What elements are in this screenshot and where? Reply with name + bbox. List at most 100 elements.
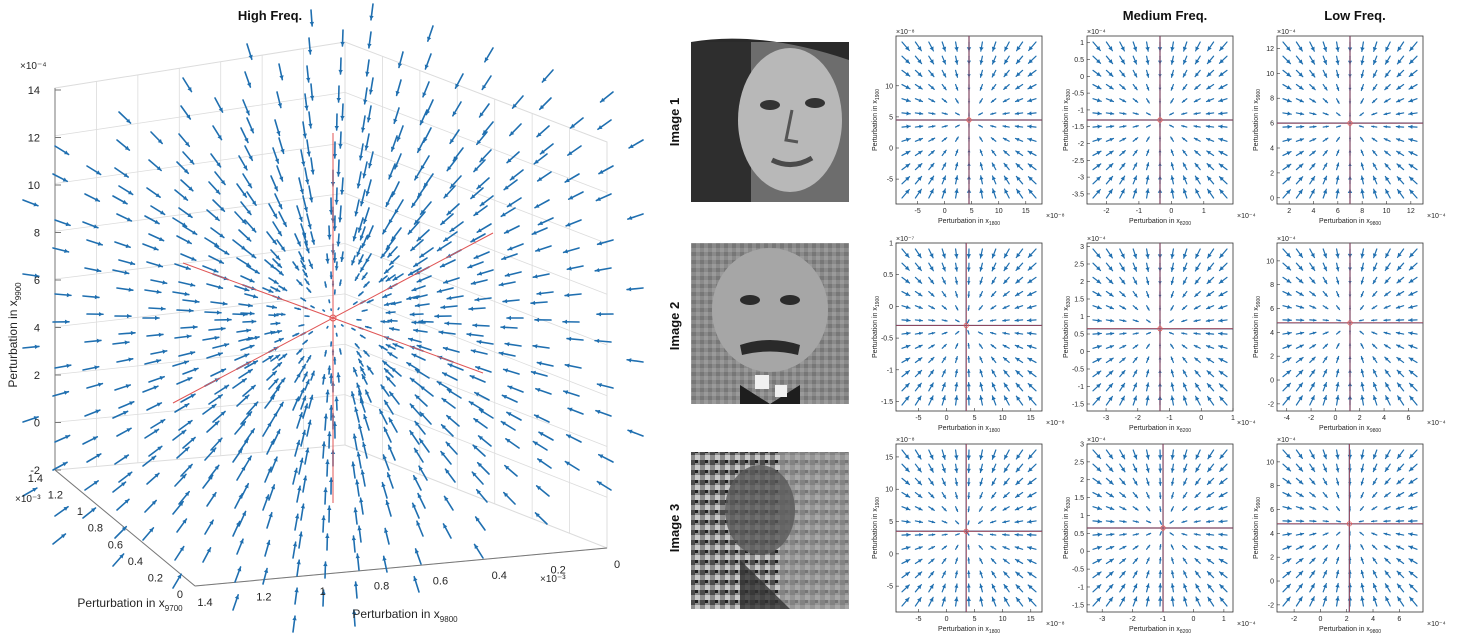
main-arrow — [116, 427, 132, 437]
panel-arrow — [1309, 41, 1315, 52]
panel-arrow — [1194, 557, 1201, 565]
panel-arrow — [1169, 532, 1175, 536]
panel-arrow — [979, 136, 984, 142]
panel-arrow — [1170, 149, 1175, 157]
panel-arrow — [1408, 545, 1418, 550]
panel-arrow — [941, 395, 946, 406]
panel-arrow — [1309, 248, 1316, 259]
panel-arrow — [1206, 545, 1215, 550]
panel-arrow — [1183, 463, 1188, 473]
main-arrow — [362, 161, 368, 179]
main-arrow — [292, 261, 300, 271]
panel-x-tick-label: -1 — [1136, 208, 1142, 215]
panel-arrow — [928, 41, 934, 52]
main-arrow — [339, 348, 342, 355]
panel-arrow — [979, 83, 984, 91]
main-arrow — [336, 372, 341, 383]
panel-arrow — [1158, 596, 1163, 607]
main-arrow — [468, 400, 484, 411]
panel-arrow — [1407, 519, 1418, 524]
panel-arrow — [1395, 318, 1405, 322]
panel-arrow — [1027, 69, 1037, 77]
panel-arrow — [941, 112, 948, 115]
panel-arrow — [1195, 248, 1201, 259]
main-arrow — [361, 309, 368, 312]
panel-y-tick-label: 10 — [885, 83, 893, 90]
panel-arrow — [901, 111, 911, 116]
panel-arrow — [1003, 571, 1010, 579]
panel-arrow — [928, 596, 934, 607]
main-arrow — [411, 320, 426, 325]
main-arrow — [242, 319, 257, 324]
panel-center-point — [1160, 525, 1166, 531]
main-arrow — [334, 261, 339, 271]
main-arrow — [340, 324, 344, 327]
panel-arrow — [1205, 331, 1215, 336]
panel-arrow — [1408, 505, 1418, 510]
panel-arrow — [1282, 331, 1292, 336]
panel-arrow — [1360, 449, 1365, 460]
panel-arrow — [1105, 506, 1115, 511]
panel-arrow — [1360, 149, 1365, 157]
panel-y-tick-label: 10 — [1266, 71, 1274, 78]
panel-arrow — [941, 533, 948, 536]
main-arrow — [268, 378, 279, 390]
panel-x-tick-label: 0 — [945, 415, 949, 422]
panel-arrow — [1170, 41, 1175, 52]
panel-arrow — [991, 570, 997, 579]
panel-arrow — [1396, 557, 1405, 565]
panel-arrow — [1360, 463, 1365, 473]
main-arrow — [531, 227, 548, 236]
panel-arrow — [1383, 545, 1391, 550]
panel-arrow — [1335, 83, 1340, 92]
main-arrow — [501, 394, 518, 403]
panel-arrow — [1408, 176, 1418, 185]
panel-arrow — [1206, 570, 1215, 579]
main-arrow — [150, 349, 168, 355]
main-arrow — [306, 139, 311, 157]
panel-arrow — [979, 98, 984, 104]
main-arrow — [232, 520, 241, 537]
main-arrow — [118, 185, 134, 196]
main-arrow — [440, 304, 458, 310]
panel-arrow — [954, 491, 958, 500]
panel-arrow — [1397, 41, 1405, 52]
main-arrow — [366, 299, 374, 304]
panel-arrow — [1194, 477, 1201, 486]
panel-arrow — [1218, 290, 1228, 297]
main-arrow — [327, 431, 332, 449]
panel-arrow — [1360, 569, 1365, 579]
panel-arrow — [1132, 98, 1139, 103]
panel-arrow — [914, 150, 923, 157]
main-arrow — [536, 291, 554, 296]
panel-x-tick-label: -2 — [1308, 415, 1314, 422]
main-arrow — [562, 319, 580, 325]
panel-arrow — [914, 248, 922, 259]
main-arrow — [363, 413, 370, 431]
panel-x-axis-label: Perturbation in x1800 — [938, 425, 1000, 434]
panel-arrow — [914, 83, 923, 90]
panel-arrow — [1132, 557, 1139, 565]
panel-arrow — [1092, 318, 1102, 323]
panel-arrow — [1395, 138, 1405, 142]
panel-arrow — [1335, 188, 1340, 199]
panel-arrow — [966, 583, 971, 593]
panel-x-tick-label: 15 — [1027, 616, 1035, 623]
panel-arrow — [979, 449, 984, 461]
panel-x-axis-label: Perturbation in x9800 — [1319, 425, 1381, 434]
panel-arrow — [1002, 344, 1010, 349]
panel-arrow — [928, 463, 934, 473]
panel-arrow — [1282, 519, 1292, 524]
panel-arrow — [1358, 125, 1365, 128]
panel-arrow — [1218, 318, 1228, 323]
panel-arrow — [1384, 175, 1391, 185]
panel-arrow — [1322, 98, 1329, 104]
panel-y-tick-label: 1.5 — [1074, 495, 1084, 502]
panel-arrow — [1132, 83, 1138, 91]
main-arrow — [174, 403, 190, 413]
main-arrow — [146, 402, 163, 411]
main-arrow — [82, 435, 99, 445]
panel-arrow — [914, 596, 922, 607]
panel-arrow — [928, 570, 935, 579]
main-arrow — [416, 229, 430, 242]
